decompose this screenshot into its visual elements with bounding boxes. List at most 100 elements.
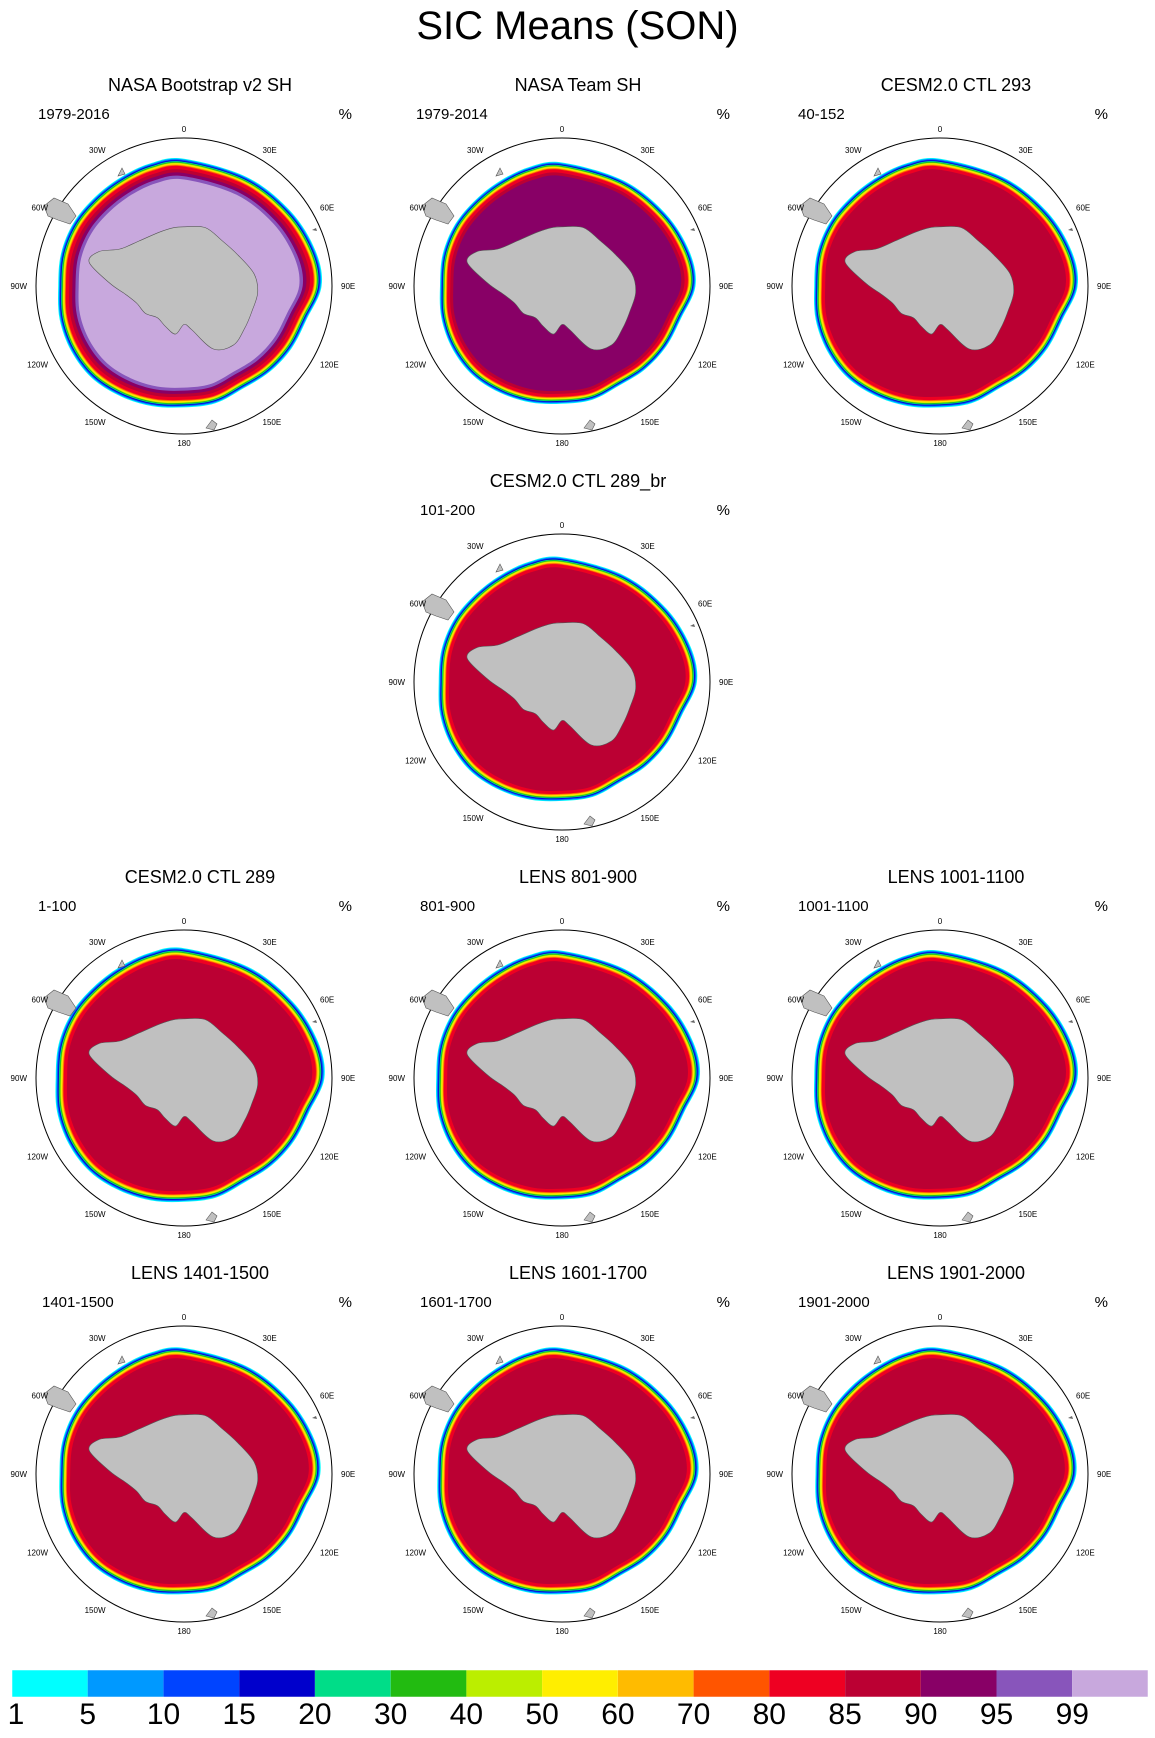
longitude-label: 60W	[788, 996, 805, 1005]
longitude-label: 60W	[410, 1392, 427, 1401]
longitude-label: 150E	[263, 1210, 282, 1219]
longitude-label: 150W	[841, 1606, 862, 1615]
longitude-label: 180	[933, 1627, 947, 1636]
colorbar-segment	[845, 1670, 921, 1697]
longitude-label: 180	[933, 1231, 947, 1240]
longitude-label: 60E	[698, 996, 712, 1005]
antarctica-land	[466, 622, 637, 747]
colorbar-tick-label: 99	[1055, 1698, 1089, 1731]
longitude-label: 30W	[467, 542, 484, 551]
longitude-label: 120W	[405, 361, 426, 370]
longitude-label: 90W	[767, 1074, 784, 1083]
colorbar-segment	[163, 1670, 240, 1697]
colorbar-tick-label: 85	[828, 1698, 862, 1731]
longitude-label: 120E	[320, 1549, 339, 1558]
polar-map: 0 30E 60E 90E 120E 150E 180 150W 120W 90W 60W 30W	[389, 918, 734, 1240]
unit-label: %	[338, 1294, 352, 1311]
longitude-label: 90E	[1097, 282, 1111, 291]
new-zealand-land	[583, 1607, 596, 1619]
longitude-label: 120E	[1076, 1153, 1095, 1162]
longitude-label: 30E	[641, 146, 655, 155]
panel-title: CESM2.0 CTL 289_br	[489, 471, 667, 491]
kerguelen-land	[312, 1416, 317, 1419]
new-zealand-land	[961, 419, 974, 431]
colorbar-tick-label: 80	[752, 1698, 786, 1731]
new-zealand-land	[205, 419, 218, 431]
longitude-label: 30E	[263, 146, 277, 155]
panel-title: LENS 1401-1500	[130, 1263, 270, 1283]
longitude-label: 90W	[767, 282, 784, 291]
longitude-label: 120W	[783, 361, 804, 370]
panel-years: 1979-2014	[416, 106, 488, 123]
longitude-label: 150W	[841, 418, 862, 427]
kerguelen-land	[312, 1020, 317, 1023]
panel-title: CESM2.0 CTL 293	[880, 75, 1032, 95]
island-land	[495, 167, 504, 177]
new-zealand-land	[205, 1607, 218, 1619]
island-land	[873, 959, 882, 969]
longitude-label: 60W	[32, 996, 49, 1005]
panel-title: LENS 1901-2000	[886, 1263, 1026, 1283]
longitude-label: 180	[555, 1231, 569, 1240]
longitude-label: 150E	[263, 418, 282, 427]
map-panel: CESM2.0 CTL 289_br 101-200 % 0 30E 60E 90E 1…	[388, 470, 768, 850]
longitude-label: 30W	[89, 1334, 106, 1343]
colorbar-segment	[314, 1670, 391, 1697]
longitude-label: 150W	[85, 418, 106, 427]
new-zealand-land	[961, 1607, 974, 1619]
map-panel: CESM2.0 CTL 289 1-100 % 0 30E 60E 90E 120E 15…	[10, 866, 390, 1246]
longitude-label: 150E	[1019, 1210, 1038, 1219]
map-panel: LENS 801-900 801-900 % 0 30E 60E 90E 120E 150…	[388, 866, 768, 1246]
longitude-label: 30W	[845, 938, 862, 947]
colorbar-segment	[769, 1670, 845, 1697]
longitude-label: 120W	[27, 1153, 48, 1162]
longitude-label: 0	[938, 918, 943, 926]
longitude-label: 30W	[845, 1334, 862, 1343]
colorbar-tick-label: 30	[374, 1698, 408, 1731]
longitude-label: 120E	[698, 757, 717, 766]
antarctica-land	[844, 1414, 1015, 1539]
longitude-label: 60W	[32, 1392, 49, 1401]
longitude-label: 30W	[89, 146, 106, 155]
longitude-label: 120W	[405, 1153, 426, 1162]
longitude-label: 150E	[641, 1606, 660, 1615]
island-land	[873, 167, 882, 177]
longitude-label: 180	[555, 1627, 569, 1636]
longitude-label: 30W	[467, 146, 484, 155]
unit-label: %	[338, 106, 352, 123]
antarctica-land	[844, 226, 1015, 351]
longitude-label: 150E	[641, 814, 660, 823]
longitude-label: 180	[555, 439, 569, 448]
polar-map: 0 30E 60E 90E 120E 150E 180 150W 120W 90W 60W 30W	[11, 918, 356, 1240]
longitude-label: 90W	[11, 1074, 28, 1083]
kerguelen-land	[690, 1416, 695, 1419]
antarctica-land	[466, 1414, 637, 1539]
longitude-label: 120E	[698, 1153, 717, 1162]
south-america-land	[421, 989, 455, 1017]
longitude-label: 60E	[698, 600, 712, 609]
kerguelen-land	[1068, 228, 1073, 231]
longitude-label: 60E	[1076, 1392, 1090, 1401]
longitude-label: 30E	[1019, 146, 1033, 155]
longitude-label: 90E	[719, 1074, 733, 1083]
longitude-label: 150W	[85, 1210, 106, 1219]
unit-label: %	[716, 502, 730, 519]
island-land	[117, 1355, 126, 1365]
map-panel: LENS 1601-1700 1601-1700 % 0 30E 60E 90E 120…	[388, 1262, 768, 1642]
polar-map: 0 30E 60E 90E 120E 150E 180 150W 120W 90W 60W 30W	[389, 522, 734, 844]
longitude-label: 150E	[641, 418, 660, 427]
colorbar-labels: 1 5 10 15 20 30 40 50 60 70 80 85 90 95 99	[0, 1697, 1155, 1737]
longitude-label: 120W	[27, 1549, 48, 1558]
longitude-label: 90E	[1097, 1470, 1111, 1479]
longitude-label: 120W	[783, 1549, 804, 1558]
island-land	[117, 167, 126, 177]
antarctica-land	[844, 1018, 1015, 1143]
longitude-label: 60E	[1076, 996, 1090, 1005]
longitude-label: 90W	[767, 1470, 784, 1479]
longitude-label: 120W	[405, 757, 426, 766]
colorbar-tick-label: 40	[449, 1698, 484, 1731]
colorbar-tick-label: 10	[146, 1698, 181, 1731]
figure-title: SIC Means (SON)	[416, 4, 739, 48]
longitude-label: 90E	[719, 678, 733, 687]
colorbar-segment	[693, 1670, 770, 1697]
